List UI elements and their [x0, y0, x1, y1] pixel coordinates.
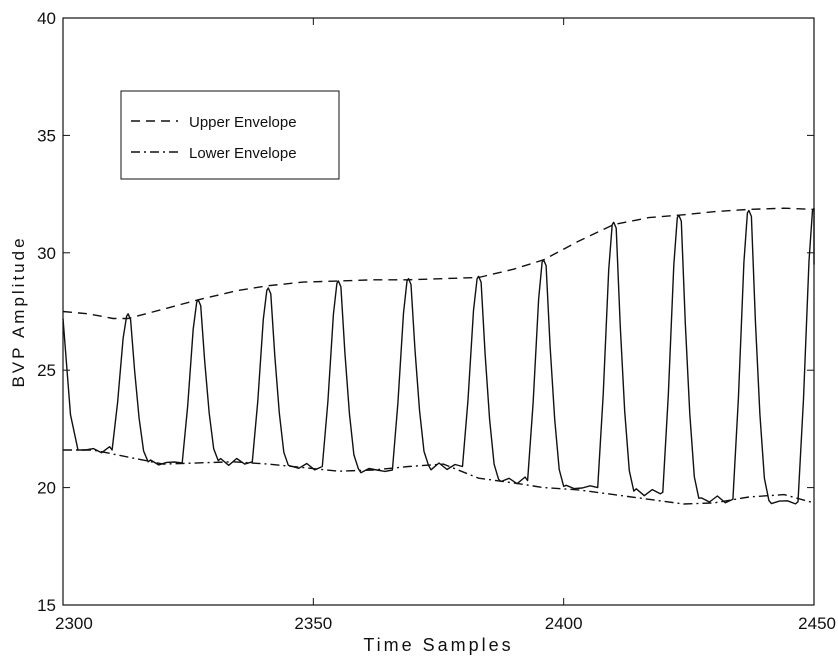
x-tick-label: 2300 — [55, 614, 93, 633]
lower-envelope-line — [63, 449, 815, 505]
y-tick-label: 15 — [37, 596, 56, 615]
x-tick-label: 2450 — [798, 614, 836, 633]
x-axis-label: Time Samples — [363, 635, 513, 655]
legend-box — [120, 90, 340, 180]
y-tick-label: 20 — [37, 479, 56, 498]
ticks-layer: 2300 2350 2400 2450 15 20 25 30 35 40 — [37, 9, 836, 633]
bvp-signal-line — [62, 207, 815, 505]
y-tick-label: 40 — [37, 9, 56, 28]
lines-layer — [62, 207, 815, 505]
upper-envelope-line — [62, 207, 815, 320]
y-tick-label: 25 — [37, 361, 56, 380]
x-tick-label: 2350 — [294, 614, 332, 633]
x-tick-label: 2400 — [545, 614, 583, 633]
legend-label-upper: Upper Envelope — [189, 114, 297, 131]
legend: Upper Envelope Lower Envelope — [120, 90, 340, 180]
y-tick-label: 30 — [37, 244, 56, 263]
legend-label-lower: Lower Envelope — [189, 145, 297, 162]
y-axis-label: BVP Amplitude — [9, 235, 28, 387]
y-tick-label: 35 — [37, 126, 56, 145]
